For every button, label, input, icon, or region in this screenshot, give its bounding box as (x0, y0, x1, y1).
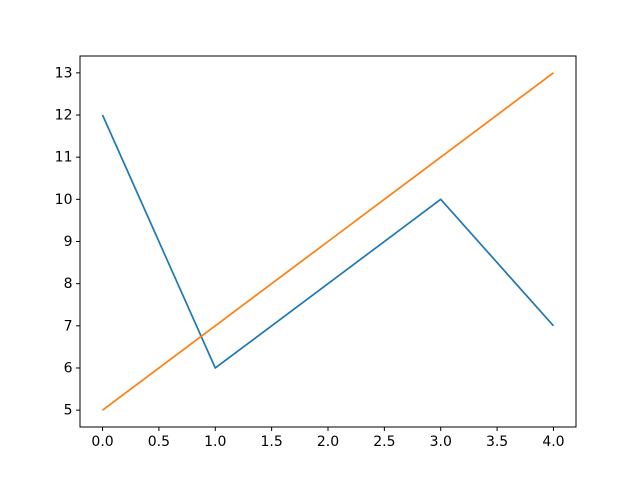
x-tick-label: 0.5 (148, 434, 170, 450)
y-tick-label: 9 (64, 234, 73, 250)
y-tick-label: 8 (64, 276, 73, 292)
x-tick-label: 4.0 (542, 434, 564, 450)
y-tick-label: 12 (55, 108, 73, 124)
x-tick-label: 0.0 (91, 434, 113, 450)
orange-series-line (102, 72, 554, 411)
x-tick-label: 1.5 (261, 434, 283, 450)
y-tick-label: 11 (55, 150, 73, 166)
x-tick-label: 2.5 (373, 434, 395, 450)
y-tick-label: 7 (64, 318, 73, 334)
x-tick-label: 1.0 (204, 434, 226, 450)
y-tick-label: 13 (55, 65, 73, 81)
y-tick-label: 6 (64, 360, 73, 376)
y-tick-label: 5 (64, 403, 73, 419)
plot-frame (79, 55, 577, 428)
x-tick-label: 3.0 (430, 434, 452, 450)
blue-series-line (101, 114, 555, 369)
x-tick-label: 2.0 (317, 434, 339, 450)
y-tick-label: 10 (55, 192, 73, 208)
x-tick-label: 3.5 (486, 434, 508, 450)
